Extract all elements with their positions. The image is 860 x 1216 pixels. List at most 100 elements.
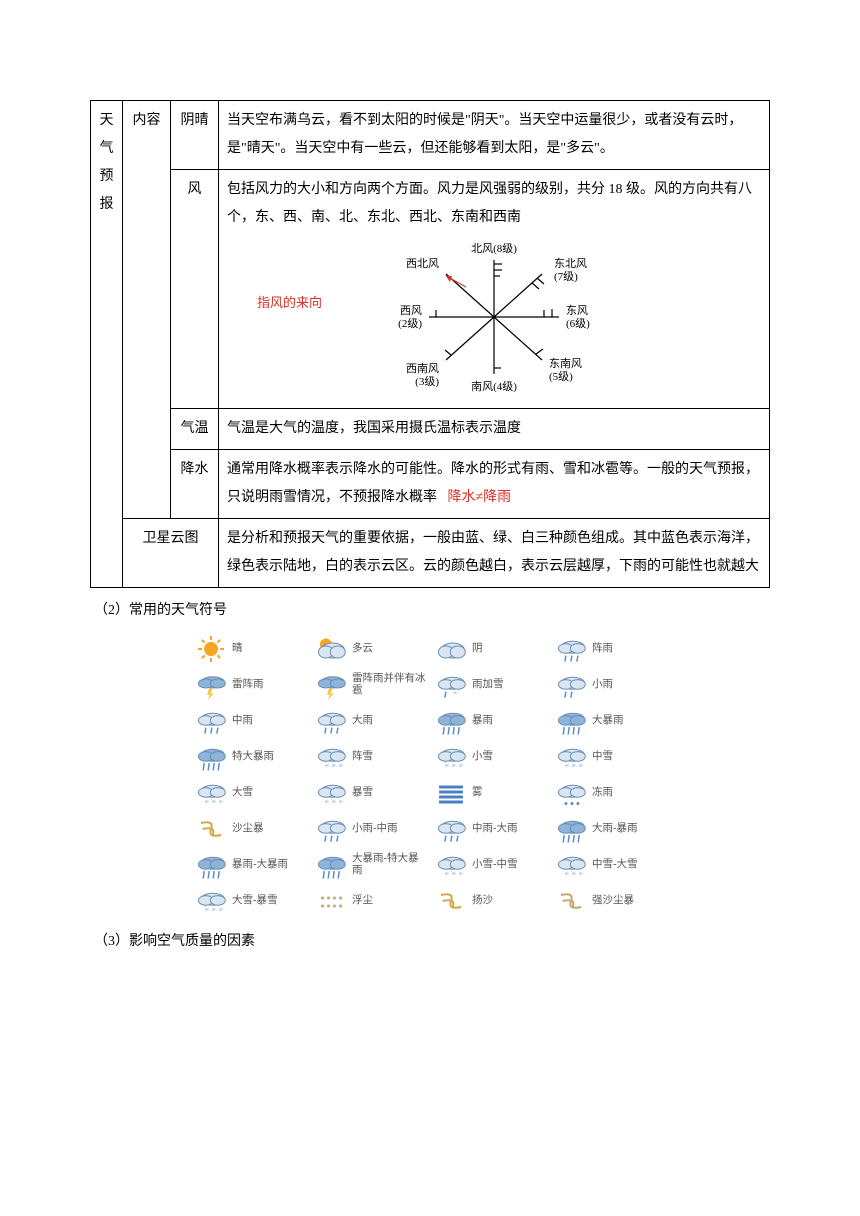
weather-icon-cell: 沙尘暴: [190, 811, 310, 847]
svg-text:*: *: [564, 870, 569, 880]
svg-text:西南风: 西南风: [406, 362, 439, 375]
weather-icon-cell: 雾: [430, 775, 550, 811]
weather-icon-label: 雾: [472, 787, 483, 799]
weather-icon-label: 雨加雪: [472, 679, 504, 691]
weather-icon: [554, 778, 588, 808]
svg-text:东南风: 东南风: [549, 357, 582, 370]
svg-text:*: *: [453, 689, 458, 699]
weather-icon: [434, 634, 468, 664]
weather-icon-label: 大雪: [232, 787, 253, 799]
weather-icon-cell: 雷阵雨并伴有冰雹: [310, 667, 430, 703]
group-cell: 内容: [123, 101, 171, 519]
precip-note: 降水≠降雨: [448, 490, 512, 505]
svg-text:*: *: [458, 762, 463, 772]
weather-icon-label: 雷阵雨: [232, 679, 264, 691]
svg-text:西风: 西风: [400, 304, 422, 317]
weather-icon: [194, 670, 228, 700]
row-text: 通常用降水概率表示降水的可能性。降水的形式有雨、雪和冰雹等。一般的天气预报，只说…: [219, 450, 770, 519]
weather-icon: ***: [194, 886, 228, 916]
weather-icon-label: 阴: [472, 643, 483, 655]
row-text: 当天空布满乌云，看不到太阳的时候是"阴天"。当天空中运量很少，或者没有云时，是"…: [219, 101, 770, 170]
weather-icon: [194, 634, 228, 664]
weather-icon-cell: 大雨-暴雨: [550, 811, 670, 847]
svg-text:*: *: [331, 798, 336, 808]
weather-icon-cell: ***阵雪: [310, 739, 430, 775]
svg-text:*: *: [211, 906, 216, 916]
weather-icon-cell: 大雨: [310, 703, 430, 739]
svg-text:*: *: [331, 762, 336, 772]
weather-icon-label: 沙尘暴: [232, 823, 264, 835]
weather-icon-cell: ***大雪-暴雪: [190, 883, 310, 919]
weather-icon-cell: * 雨加雪: [430, 667, 550, 703]
svg-text:*: *: [571, 870, 576, 880]
weather-icon-label: 小雪: [472, 751, 493, 763]
weather-icon: [194, 706, 228, 736]
svg-text:南风(4级): 南风(4级): [471, 380, 517, 393]
weather-icon: [554, 634, 588, 664]
svg-text:*: *: [324, 762, 329, 772]
weather-icon-cell: 小雨-中雨: [310, 811, 430, 847]
weather-icon-cell: 中雨: [190, 703, 310, 739]
weather-icon-label: 小雪-中雪: [472, 859, 518, 871]
weather-icon-cell: 冻雨: [550, 775, 670, 811]
weather-icon-cell: 晴: [190, 631, 310, 667]
weather-icon-label: 暴雨: [472, 715, 493, 727]
weather-icon: [554, 886, 588, 916]
weather-icons-grid: 晴 多云 阴 阵雨 雷阵雨 雷阵雨并伴有冰雹 *雨加雪 小雨 中: [190, 631, 670, 919]
weather-icon-cell: ***大雪: [190, 775, 310, 811]
svg-text:*: *: [451, 870, 456, 880]
svg-text:*: *: [218, 798, 223, 808]
weather-icon-label: 中雪: [592, 751, 613, 763]
weather-icon-label: 暴雪: [352, 787, 373, 799]
row-label: 气温: [171, 409, 219, 450]
weather-icon: [314, 850, 348, 880]
weather-icon-cell: 小雨: [550, 667, 670, 703]
row-text: 气温是大气的温度，我国采用摄氏温标表示温度: [219, 409, 770, 450]
group-label: 内容: [133, 113, 161, 128]
weather-icon: *: [434, 670, 468, 700]
weather-icon: ***: [434, 742, 468, 772]
svg-text:*: *: [338, 798, 343, 808]
weather-icon-cell: 暴雨: [430, 703, 550, 739]
weather-icon-label: 阵雨: [592, 643, 613, 655]
weather-icon-label: 强沙尘暴: [592, 895, 634, 907]
weather-icon-cell: 雷阵雨: [190, 667, 310, 703]
weather-icon-label: 大雨-暴雨: [592, 823, 638, 835]
row-text: 包括风力的大小和方向两个方面。风力是风强弱的级别，共分 18 级。风的方向共有八…: [219, 170, 770, 409]
row-label: 风: [171, 170, 219, 409]
row-label: 降水: [171, 450, 219, 519]
svg-text:(6级): (6级): [566, 317, 590, 330]
weather-icon-label: 冻雨: [592, 787, 613, 799]
svg-text:*: *: [444, 870, 449, 880]
weather-forecast-table: 天气预报 内容 阴晴 当天空布满乌云，看不到太阳的时候是"阴天"。当天空中运量很…: [90, 100, 770, 588]
weather-icon-label: 大雪-暴雪: [232, 895, 278, 907]
weather-icon-cell: 暴雨-大暴雨: [190, 847, 310, 883]
svg-text:*: *: [204, 906, 209, 916]
weather-icon: [194, 814, 228, 844]
weather-icon-cell: 多云: [310, 631, 430, 667]
weather-icon: [554, 814, 588, 844]
svg-text:*: *: [218, 906, 223, 916]
weather-icon: ***: [314, 742, 348, 772]
weather-icon-cell: 阴: [430, 631, 550, 667]
weather-icon: [194, 850, 228, 880]
weather-icon-label: 中雨-大雨: [472, 823, 518, 835]
svg-text:*: *: [578, 870, 583, 880]
weather-icon-label: 大暴雨: [592, 715, 624, 727]
weather-icon-cell: 扬沙: [430, 883, 550, 919]
weather-icon: ***: [554, 850, 588, 880]
svg-text:*: *: [564, 762, 569, 772]
svg-text:西北风: 西北风: [406, 257, 439, 270]
svg-text:北风(8级): 北风(8级): [471, 242, 517, 255]
svg-text:*: *: [204, 798, 209, 808]
weather-icon: ***: [194, 778, 228, 808]
weather-icon-label: 特大暴雨: [232, 751, 274, 763]
weather-icon: ***: [554, 742, 588, 772]
weather-icon-cell: *** 小雪: [430, 739, 550, 775]
svg-text:*: *: [578, 762, 583, 772]
section-2-heading: （2）常用的天气符号: [94, 598, 770, 625]
weather-icon-label: 小雨-中雨: [352, 823, 398, 835]
weather-icon-label: 中雪-大雪: [592, 859, 638, 871]
weather-icon-label: 中雨: [232, 715, 253, 727]
svg-text:东北风: 东北风: [554, 257, 587, 270]
